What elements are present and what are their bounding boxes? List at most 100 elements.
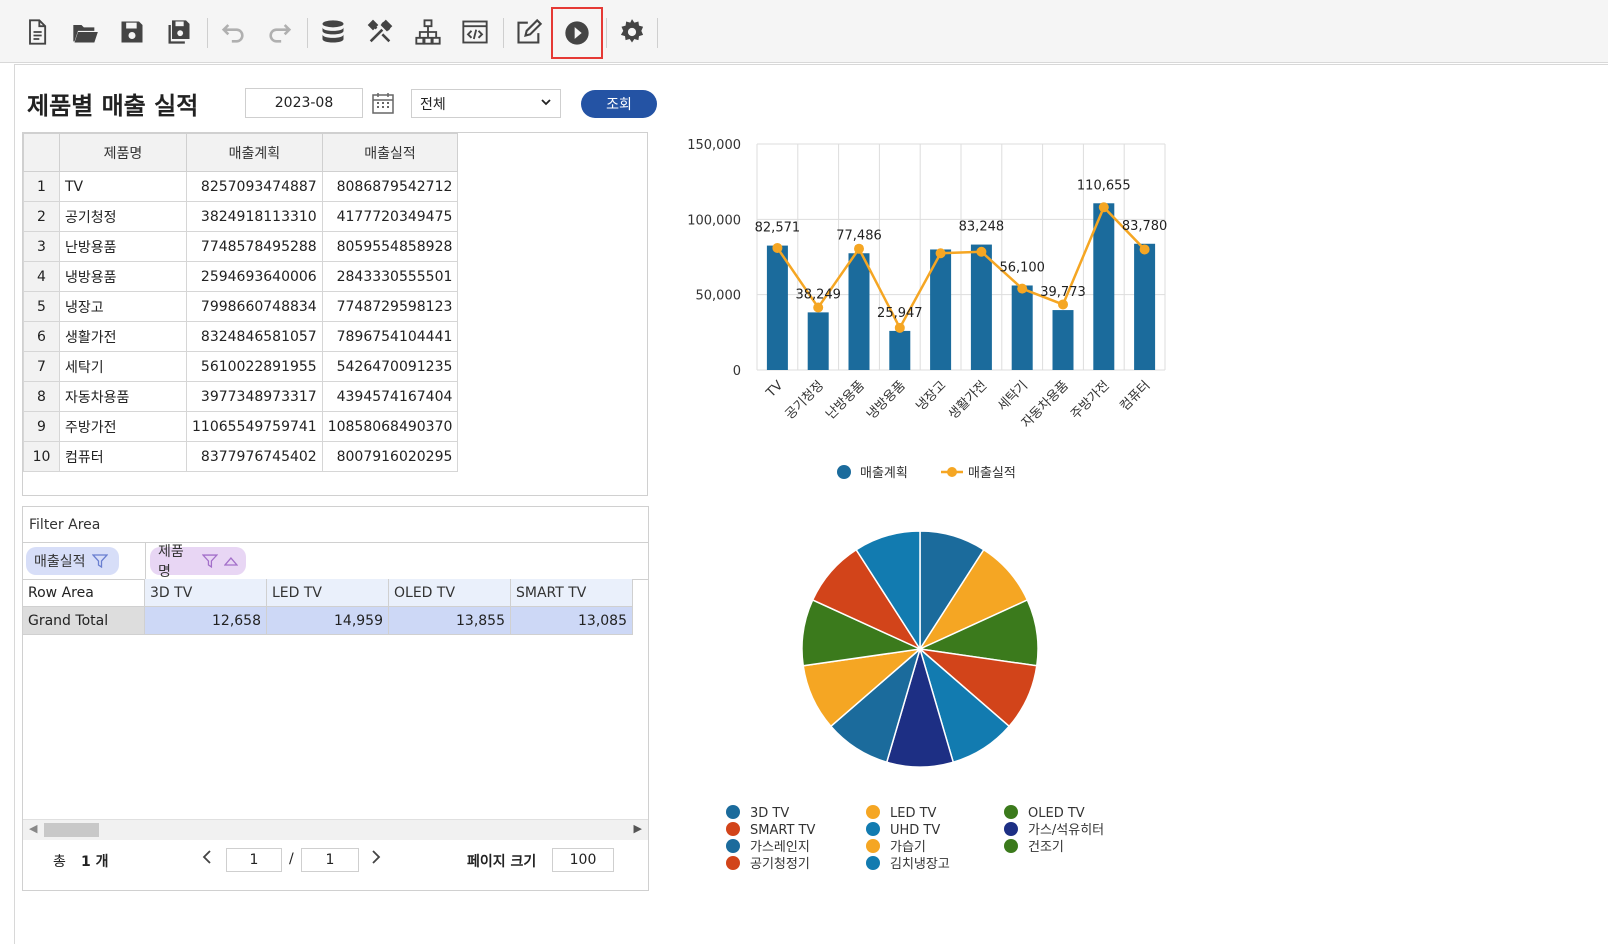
scroll-left-icon[interactable]: ◀ (29, 822, 38, 835)
row-number: 2 (23, 201, 60, 232)
code-icon[interactable] (455, 12, 495, 52)
row-number: 8 (23, 381, 60, 412)
legend-marker (726, 856, 740, 870)
cell-actual[interactable]: 7896754104441 (321, 321, 459, 352)
table-row[interactable]: 6 생활가전 8324846581057 7896754104441 (23, 321, 459, 352)
table-row[interactable]: 3 난방용품 7748578495288 8059554858928 (23, 231, 459, 262)
save-icon[interactable] (112, 12, 152, 52)
run-icon[interactable] (551, 7, 603, 59)
redo-icon[interactable] (260, 12, 300, 52)
tools-icon[interactable] (360, 12, 400, 52)
table-row[interactable]: 9 주방가전 11065549759741 10858068490370 (23, 411, 459, 442)
category-select-value: 전체 (420, 96, 446, 113)
page-size-input[interactable]: 100 (552, 848, 614, 872)
undo-icon[interactable] (213, 12, 253, 52)
column-header[interactable]: 매출실적 (321, 133, 459, 172)
cell-product[interactable]: 세탁기 (59, 351, 187, 382)
toolbar-separator (307, 18, 308, 48)
cell-actual[interactable]: 2843330555501 (321, 261, 459, 292)
sales-table: 제품명 매출계획 매출실적 1 TV 8257093474887 8086879542… (23, 133, 459, 472)
data-label: 25,947 (877, 306, 923, 321)
value-field-chip[interactable]: 매출실적 (26, 547, 119, 575)
cell-actual[interactable]: 8007916020295 (321, 441, 459, 472)
table-row[interactable]: 10 컴퓨터 8377976745402 8007916020295 (23, 441, 459, 472)
chevron-down-icon (540, 96, 552, 111)
legend-label: 가습기 (890, 840, 926, 855)
x-tick-label: 생활가전 (946, 378, 990, 422)
filter-area[interactable]: Filter Area (23, 507, 648, 543)
prev-page-icon[interactable] (201, 849, 213, 869)
pivot-header-row: Row Area 3D TV LED TV OLED TV SMART TV (23, 579, 648, 607)
settings-icon[interactable] (612, 12, 652, 52)
grand-total-cell[interactable]: 14,959 (267, 607, 389, 635)
current-page-input[interactable]: 1 (226, 848, 282, 872)
open-folder-icon[interactable] (65, 12, 105, 52)
x-tick-label: 난방용품 (823, 378, 867, 422)
pivot-column-header: LED TV (267, 579, 389, 607)
data-label: 77,486 (836, 228, 882, 243)
filter-icon[interactable] (202, 554, 219, 568)
page-separator: / (289, 851, 294, 867)
line-point (772, 242, 783, 253)
hierarchy-icon[interactable] (408, 12, 448, 52)
cell-actual[interactable]: 5426470091235 (321, 351, 459, 382)
line-point (854, 243, 864, 254)
scroll-right-icon[interactable]: ▶ (633, 822, 642, 835)
column-field-chip[interactable]: 제품명 (150, 544, 246, 580)
x-tick-label: 주방가전 (1068, 378, 1112, 422)
filter-icon[interactable] (91, 554, 108, 568)
new-document-icon[interactable] (17, 12, 57, 52)
cell-actual[interactable]: 10858068490370 (321, 411, 459, 442)
cell-product[interactable]: 공기청정 (59, 201, 187, 232)
pivot-total-row: Grand Total 12,658 14,959 13,855 13,085 (23, 607, 648, 635)
save-all-icon[interactable] (159, 12, 199, 52)
cell-product[interactable]: 냉장고 (59, 291, 187, 322)
column-header[interactable]: 제품명 (59, 133, 187, 172)
line-point (894, 322, 905, 333)
scrollbar-thumb[interactable] (44, 823, 99, 837)
sort-ascending-icon[interactable] (224, 555, 238, 567)
line-point (813, 302, 824, 313)
toolbar-separator (606, 18, 607, 48)
cell-product[interactable]: 생활가전 (59, 321, 187, 352)
cell-actual[interactable]: 8059554858928 (321, 231, 459, 262)
next-page-icon[interactable] (370, 849, 382, 869)
cell-actual[interactable]: 7748729598123 (321, 291, 459, 322)
cell-product[interactable]: 난방용품 (59, 231, 187, 262)
cell-product[interactable]: TV (59, 171, 187, 202)
pivot-column-header: 3D TV (145, 579, 267, 607)
cell-plan[interactable]: 8257093474887 (186, 171, 323, 202)
calendar-icon[interactable] (369, 88, 397, 118)
horizontal-scrollbar[interactable]: ◀ ▶ (23, 819, 648, 840)
legend-marker (866, 805, 880, 819)
cell-plan[interactable]: 8324846581057 (186, 321, 323, 352)
category-select[interactable]: 전체 (411, 89, 561, 118)
grand-total-cell[interactable]: 13,855 (389, 607, 511, 635)
cell-plan[interactable]: 3824918113310 (186, 201, 323, 232)
edit-icon[interactable] (509, 12, 549, 52)
cell-product[interactable]: 자동차용품 (59, 381, 187, 412)
cell-product[interactable]: 냉방용품 (59, 261, 187, 292)
month-input[interactable]: 2023-08 (245, 88, 363, 118)
pivot-column-header: OLED TV (389, 579, 511, 607)
bar (1134, 243, 1156, 370)
legend-marker (726, 822, 740, 836)
cell-plan[interactable]: 5610022891955 (186, 351, 323, 382)
table-row[interactable]: 5 냉장고 7998660748834 7748729598123 (23, 291, 459, 322)
cell-plan[interactable]: 8377976745402 (186, 441, 323, 472)
grand-total-cell[interactable]: 13,085 (511, 607, 633, 635)
cell-plan[interactable]: 7998660748834 (186, 291, 323, 322)
database-icon[interactable] (313, 12, 353, 52)
cell-product[interactable]: 컴퓨터 (59, 441, 187, 472)
grand-total-cell[interactable]: 12,658 (145, 607, 267, 635)
row-area[interactable]: Row Area (23, 579, 145, 607)
cell-plan[interactable]: 11065549759741 (186, 411, 323, 442)
table-row[interactable]: 2 공기청정 3824918113310 4177720349475 (23, 201, 459, 232)
cell-plan[interactable]: 3977348973317 (186, 381, 323, 412)
table-row[interactable]: 1 TV 8257093474887 8086879542712 (23, 171, 459, 202)
query-button[interactable]: 조회 (581, 90, 657, 118)
legend-label: 가스레인지 (750, 840, 810, 855)
column-header[interactable]: 매출계획 (186, 133, 323, 172)
pie-slice (855, 530, 921, 652)
legend-label: 건조기 (1028, 840, 1064, 855)
